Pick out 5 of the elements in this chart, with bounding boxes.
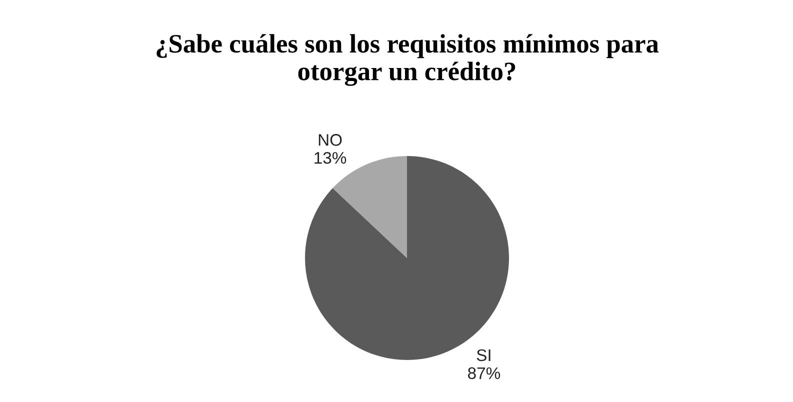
data-label: 87%	[468, 367, 500, 380]
chart-title: ¿Sabe cuáles son los requisitos mínimos para otorgar un crédito?	[156, 34, 659, 86]
slice-label: NO	[318, 134, 342, 146]
data-label: 13%	[314, 152, 346, 164]
slice-label: SI	[476, 349, 490, 362]
